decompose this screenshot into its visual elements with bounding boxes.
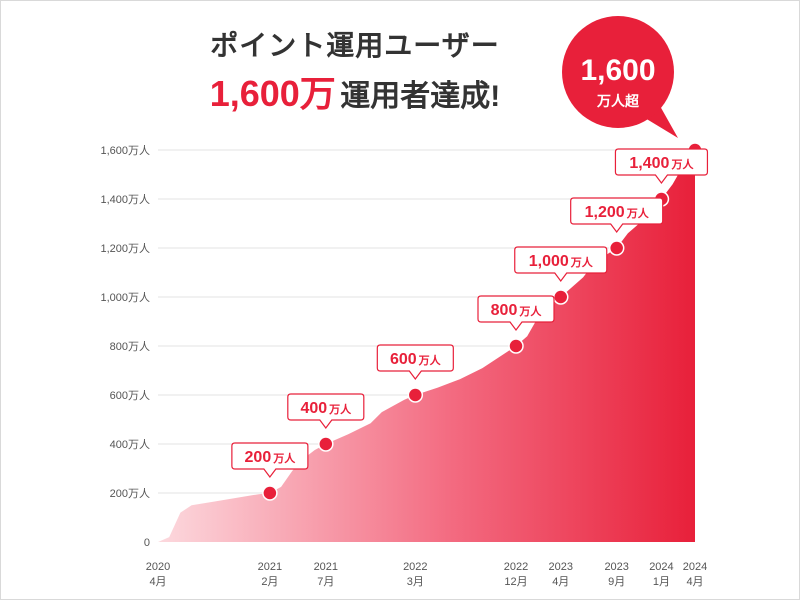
x-tick-year: 2024 (649, 561, 673, 573)
y-tick-label: 200万人 (110, 487, 150, 500)
summary-badge: 1,600 万人超 (562, 16, 678, 138)
milestone-callout: 800 万人 (477, 295, 555, 331)
milestone-marker (553, 289, 569, 305)
callout-number: 1,000 (529, 253, 569, 270)
x-tick-month: 12月 (504, 576, 527, 588)
callout-box (614, 148, 709, 184)
x-tick-month: 4月 (149, 576, 166, 588)
callout-unit: 万人 (328, 402, 352, 416)
x-tick-year: 2021 (314, 561, 338, 573)
callout-box (570, 197, 664, 233)
callout-text: 1,200 万人 (585, 204, 650, 221)
milestone-marker (407, 387, 424, 403)
x-tick-month: 4月 (686, 576, 703, 588)
x-tick-year: 2023 (604, 561, 628, 573)
callout-box (287, 393, 365, 429)
callout-number: 600 (390, 351, 417, 368)
milestone-marker (508, 338, 524, 354)
milestone-callout: 1,400 万人 (614, 148, 709, 184)
badge-unit: 万人超 (596, 93, 640, 109)
y-tick-label: 1,200万人 (100, 242, 150, 255)
callout-text: 600 万人 (390, 351, 442, 368)
milestone-callout: 1,000 万人 (514, 246, 608, 282)
x-tick-month: 1月 (653, 576, 670, 588)
callout-text: 200 万人 (245, 449, 297, 466)
x-tick-year: 2022 (403, 561, 427, 573)
badge-number: 1,600 (580, 54, 655, 87)
milestone-callout: 600 万人 (376, 344, 454, 380)
milestone-marker (318, 436, 334, 452)
headline-big-number: 1,600万 (209, 73, 336, 114)
x-tick-year: 2022 (504, 561, 528, 573)
x-tick-year: 2023 (549, 561, 573, 573)
callout-number: 200 (245, 449, 272, 466)
callout-unit: 万人 (570, 255, 594, 269)
callout-text: 400 万人 (300, 400, 352, 417)
x-tick-month: 3月 (407, 576, 424, 588)
y-tick-label: 400万人 (110, 438, 150, 451)
callout-unit: 万人 (670, 157, 694, 171)
x-tick-year: 2021 (258, 561, 282, 573)
milestone-marker (262, 485, 278, 501)
badge-circle (562, 16, 674, 128)
callout-number: 1,200 (585, 204, 625, 221)
x-tick-year: 2024 (683, 561, 707, 573)
milestone-callout: 1,200 万人 (570, 197, 664, 233)
callout-box (514, 246, 608, 282)
headline-line2: 1,600万 運用者達成! (140, 72, 570, 124)
x-tick-year: 2020 (146, 561, 170, 573)
x-tick-month: 7月 (317, 576, 334, 588)
y-tick-label: 1,400万人 (100, 193, 150, 206)
callout-box (231, 442, 309, 478)
callout-number: 800 (491, 302, 518, 319)
x-tick-month: 9月 (608, 576, 625, 588)
x-tick-month: 2月 (261, 576, 278, 588)
callout-text: 1,400 万人 (629, 155, 694, 172)
callout-unit: 万人 (418, 353, 442, 367)
headline: ポイント運用ユーザー 1,600万 運用者達成! (140, 28, 570, 124)
user-growth-area (158, 150, 695, 542)
milestone-callout: 200 万人 (231, 442, 309, 478)
y-tick-label: 1,000万人 (100, 291, 150, 304)
y-tick-label: 800万人 (110, 340, 150, 353)
y-tick-label: 0 (144, 537, 150, 549)
milestone-callout: 400 万人 (287, 393, 365, 429)
callout-text: 800 万人 (491, 302, 543, 319)
callout-text: 1,000 万人 (529, 253, 594, 270)
callout-unit: 万人 (272, 451, 296, 465)
callout-unit: 万人 (626, 206, 650, 220)
y-tick-label: 600万人 (110, 389, 150, 402)
callout-unit: 万人 (518, 304, 542, 318)
x-tick-month: 4月 (552, 576, 569, 588)
headline-line1: ポイント運用ユーザー (210, 30, 500, 61)
milestone-marker (608, 240, 625, 256)
headline-rest: 運用者達成! (340, 80, 501, 113)
callout-box (477, 295, 555, 331)
callout-box (376, 344, 454, 380)
callout-number: 400 (300, 400, 327, 417)
y-tick-label: 1,600万人 (100, 144, 150, 157)
callout-number: 1,400 (629, 155, 669, 172)
